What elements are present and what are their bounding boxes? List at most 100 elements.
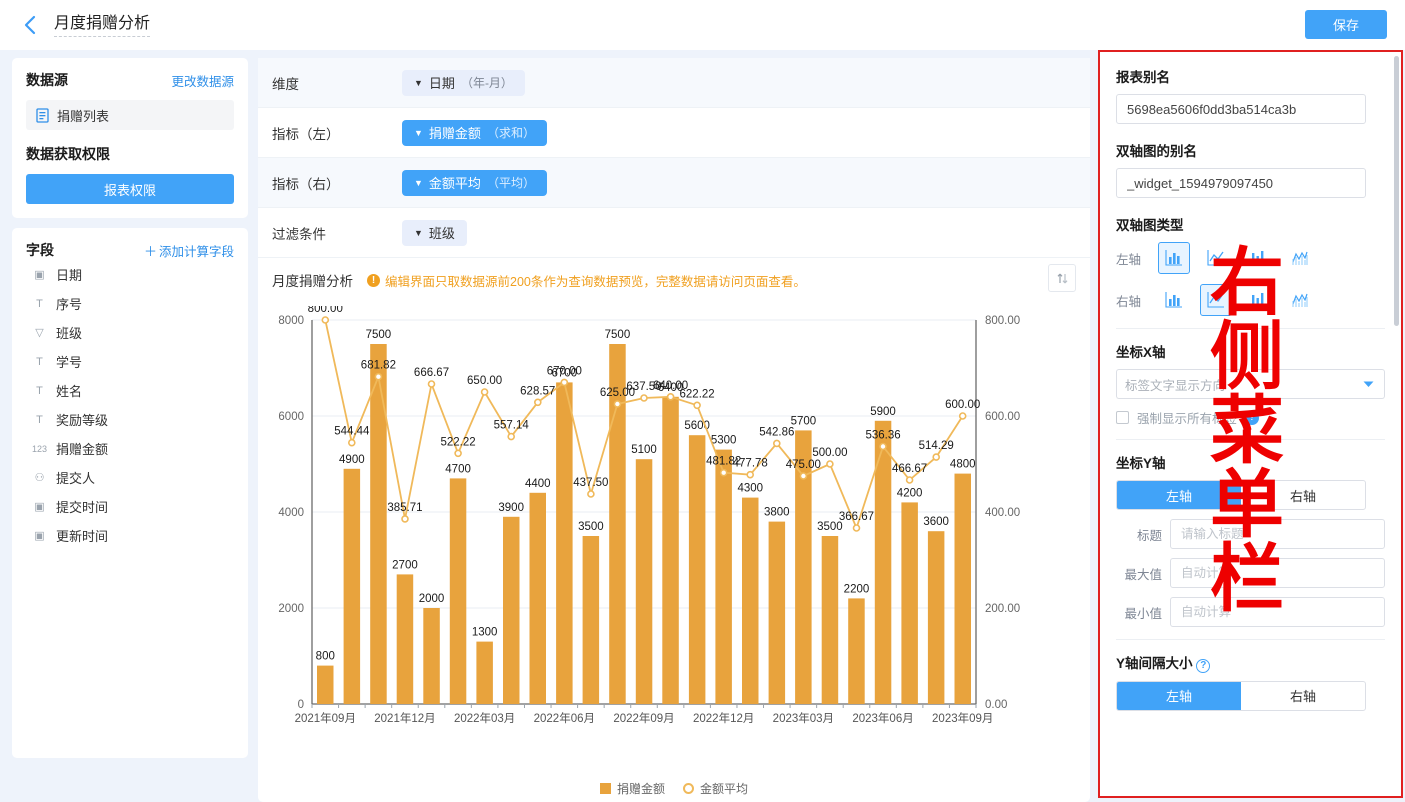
line-point[interactable] <box>640 394 648 402</box>
back-button[interactable] <box>16 12 42 38</box>
area-chart-icon-left[interactable] <box>1284 242 1316 274</box>
line-point[interactable] <box>719 468 728 477</box>
bar[interactable] <box>874 420 892 704</box>
bar[interactable] <box>529 492 547 704</box>
bar[interactable] <box>503 516 520 704</box>
config-chip[interactable]: ▼ 捐赠金额 （求和） <box>402 119 547 146</box>
line-point[interactable] <box>401 515 409 523</box>
field-item[interactable]: ⚇ 提交人 <box>26 463 234 492</box>
y-title-input[interactable] <box>1170 519 1385 549</box>
line-point[interactable] <box>799 472 808 480</box>
line-point[interactable] <box>454 449 462 458</box>
help-icon-ygap[interactable]: ? <box>1196 658 1211 673</box>
bar[interactable] <box>742 497 759 704</box>
line-point[interactable] <box>852 524 861 532</box>
report-alias-input[interactable] <box>1116 94 1366 124</box>
bar[interactable] <box>768 521 786 704</box>
report-permission-button[interactable]: 报表权限 <box>26 174 234 204</box>
bar[interactable] <box>927 531 945 704</box>
change-datasource-link[interactable]: 更改数据源 <box>171 74 234 89</box>
line-point[interactable] <box>374 372 383 381</box>
line-point[interactable] <box>613 400 622 408</box>
bar-chart-icon-left[interactable] <box>1158 242 1190 274</box>
bar[interactable] <box>848 598 865 704</box>
bar[interactable] <box>821 536 839 704</box>
bar[interactable] <box>582 536 600 704</box>
bar[interactable] <box>370 344 387 704</box>
save-button[interactable]: 保存 <box>1305 10 1387 39</box>
line-value-label: 466.67 <box>892 463 927 475</box>
bar[interactable] <box>795 430 812 704</box>
bar[interactable] <box>688 435 706 704</box>
field-item[interactable]: T 姓名 <box>26 376 234 405</box>
bar[interactable] <box>317 665 334 704</box>
bar-chart-icon-right[interactable] <box>1158 284 1190 316</box>
bar[interactable] <box>635 459 653 704</box>
line-point[interactable] <box>666 393 675 401</box>
line-point[interactable] <box>587 490 595 498</box>
line-point[interactable] <box>321 316 330 324</box>
sort-toggle-button[interactable] <box>1048 264 1076 292</box>
bar[interactable] <box>954 473 972 704</box>
field-item[interactable]: T 序号 <box>26 289 234 318</box>
line-chart-icon-left[interactable] <box>1200 242 1232 274</box>
y-axis-right-tab[interactable]: 右轴 <box>1289 488 1316 504</box>
line-point[interactable] <box>932 453 941 461</box>
field-item[interactable]: 123 捐赠金额 <box>26 434 234 463</box>
y-axis-section-label: 坐标Y轴 <box>1116 456 1166 471</box>
help-icon-x[interactable]: ? <box>1245 410 1260 425</box>
field-item[interactable]: ▣ 更新时间 <box>26 521 234 550</box>
bar[interactable] <box>423 608 440 704</box>
bar[interactable] <box>609 344 626 704</box>
bar[interactable] <box>343 468 361 704</box>
bar[interactable] <box>715 449 732 704</box>
grouped-bar-icon-left[interactable] <box>1242 242 1274 274</box>
y-max-input[interactable] <box>1170 558 1385 588</box>
field-item[interactable]: T 奖励等级 <box>26 405 234 434</box>
field-item[interactable]: ▽ 班级 <box>26 318 234 347</box>
config-chip[interactable]: ▼ 日期 （年-月） <box>402 69 525 96</box>
field-item[interactable]: ▣ 日期 <box>26 260 234 289</box>
line-chart-icon-right[interactable] <box>1200 284 1232 316</box>
line-point[interactable] <box>480 388 489 396</box>
bar[interactable] <box>476 641 493 704</box>
select-icon: ▽ <box>35 327 44 339</box>
area-chart-icon-right[interactable] <box>1284 284 1316 316</box>
add-calc-field-link[interactable]: 添加计算字段 <box>144 241 234 260</box>
line-point[interactable] <box>427 380 436 388</box>
bar[interactable] <box>662 396 679 704</box>
force-all-labels-checkbox[interactable] <box>1116 411 1129 424</box>
field-item[interactable]: ▣ 提交时间 <box>26 492 234 521</box>
bar[interactable] <box>901 502 918 704</box>
x-direction-select[interactable] <box>1253 369 1385 399</box>
line-point[interactable] <box>905 476 914 484</box>
field-item[interactable]: T 学号 <box>26 347 234 376</box>
line-point[interactable] <box>533 398 542 407</box>
legend-item-line[interactable]: 金额平均 <box>683 780 748 797</box>
y-gap-right-tab[interactable]: 右轴 <box>1289 689 1316 704</box>
bar[interactable] <box>396 574 414 704</box>
right-panel-scrollbar[interactable] <box>1394 56 1399 326</box>
line-point[interactable] <box>560 378 569 387</box>
bar[interactable] <box>449 478 467 704</box>
line-point[interactable] <box>746 470 755 479</box>
y-min-input[interactable] <box>1170 597 1385 627</box>
legend-item-bar[interactable]: 捐赠金额 <box>599 780 665 797</box>
y-axis-left-tab[interactable]: 左轴 <box>1117 481 1241 509</box>
line-point[interactable] <box>507 432 515 441</box>
y-gap-section-label: Y轴间隔大小 ? <box>1116 652 1385 673</box>
y-gap-left-tab[interactable]: 左轴 <box>1117 681 1241 710</box>
grouped-bar-icon-right[interactable] <box>1242 284 1274 316</box>
line-point[interactable] <box>772 439 781 448</box>
line-point[interactable] <box>348 438 356 447</box>
bar[interactable] <box>556 382 573 704</box>
config-chip[interactable]: ▼ 金额平均 （平均） <box>402 169 547 196</box>
config-chip[interactable]: ▼ 班级 <box>402 219 467 246</box>
config-chip-label: 班级 <box>428 226 455 241</box>
line-point[interactable] <box>958 412 967 420</box>
datasource-item[interactable]: 捐赠列表 <box>26 100 234 130</box>
line-point[interactable] <box>826 460 834 468</box>
line-point[interactable] <box>879 442 887 451</box>
line-point[interactable] <box>693 401 701 410</box>
widget-alias-input[interactable] <box>1116 168 1366 198</box>
